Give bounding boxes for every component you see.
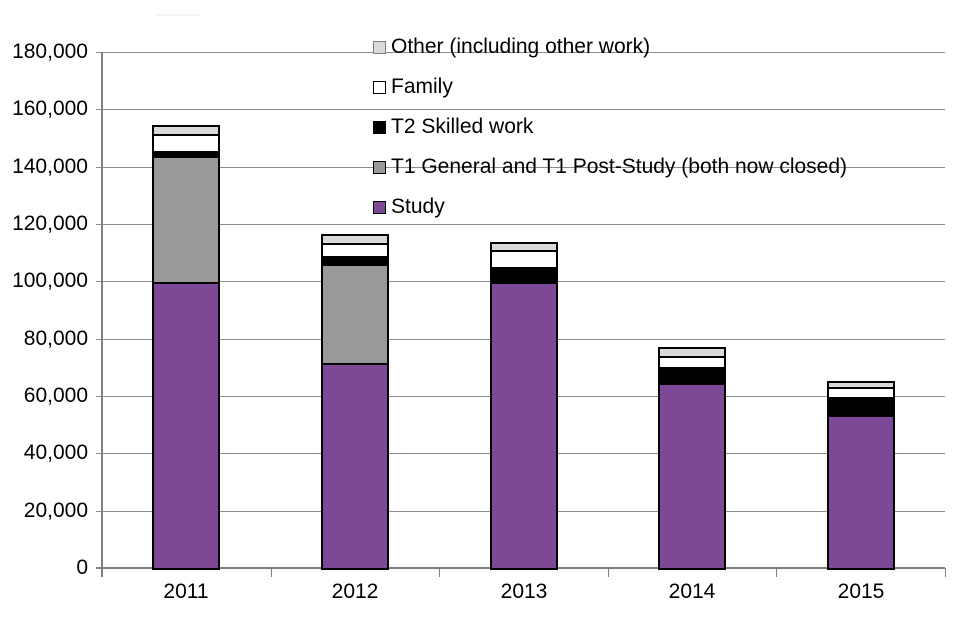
bar-segment-other-including-other-work-2012 (323, 236, 387, 245)
bar-segment-t2-skilled-work-2014 (660, 367, 724, 384)
segment-divider (492, 280, 556, 283)
bar-segment-other-including-other-work-2013 (492, 244, 556, 251)
x-axis-label-2011: 2011 (163, 580, 209, 603)
bar-segment-t1-general-and-t1-post-study-both-now-closed-2012 (323, 264, 387, 365)
y-axis-line (101, 52, 103, 577)
segment-divider (154, 156, 218, 159)
bar-segment-study-2015 (829, 416, 893, 568)
bar-segment-other-including-other-work-2014 (660, 349, 724, 357)
x-axis-tick (608, 568, 609, 577)
bar-segment-study-2013 (492, 283, 556, 568)
segment-divider (154, 150, 218, 153)
bar-2011 (152, 124, 220, 570)
legend-item-t2-skilled-work: T2 Skilled work (373, 107, 847, 147)
bar-segment-t2-skilled-work-2015 (829, 397, 893, 417)
legend-item-other-including-other-work: Other (including other work) (373, 27, 847, 67)
gridline-140000 (96, 167, 945, 168)
bar-segment-family-2013 (492, 250, 556, 269)
y-axis-tick-label-80000: 80,000 (23, 327, 88, 350)
segment-divider (154, 281, 218, 284)
x-axis-tick (439, 568, 440, 577)
bar-segment-t2-skilled-work-2012 (323, 256, 387, 265)
bar-segment-family-2015 (829, 387, 893, 398)
gridline-180000 (96, 52, 945, 53)
legend-label-family: Family (391, 75, 453, 98)
x-axis-tick (271, 568, 272, 577)
legend-label-t2-skilled-work: T2 Skilled work (391, 115, 534, 138)
y-axis-tick-label-0: 0 (76, 556, 88, 579)
segment-divider (829, 386, 893, 389)
artifact-smudge (156, 14, 200, 16)
x-axis-tick (776, 568, 777, 577)
segment-divider (829, 415, 893, 418)
y-axis-tick-label-180000: 180,000 (12, 40, 88, 63)
bar-segment-family-2011 (154, 134, 218, 152)
legend-label-t1-general-and-t1-post-study-both-now-closed: T1 General and T1 Post-Study (both now c… (391, 155, 848, 178)
y-axis-tick-label-40000: 40,000 (23, 441, 88, 464)
bar-2013 (490, 242, 558, 570)
x-axis-label-2013: 2013 (500, 580, 548, 603)
x-axis-label-2015: 2015 (837, 580, 885, 603)
bar-2015 (827, 380, 895, 570)
x-axis-label-2014: 2014 (668, 580, 716, 603)
x-axis-label-2012: 2012 (331, 580, 379, 603)
legend-swatch-other-including-other-work-icon (373, 40, 386, 54)
segment-divider (492, 249, 556, 252)
y-axis-tick-label-140000: 140,000 (12, 155, 88, 178)
bar-segment-study-2014 (660, 383, 724, 568)
chart-legend: Other (including other work) Family T2 Ski… (373, 27, 847, 227)
legend-item-study: Study (373, 187, 847, 227)
bar-2014 (658, 347, 726, 570)
segment-divider (660, 366, 724, 369)
legend-swatch-t2-skilled-work-icon (373, 120, 386, 134)
legend-swatch-study-icon (373, 200, 386, 214)
segment-divider (323, 243, 387, 246)
bar-segment-family-2014 (660, 356, 724, 368)
gridline-120000 (96, 224, 945, 225)
bar-segment-other-including-other-work-2011 (154, 126, 218, 135)
y-axis-tick-label-120000: 120,000 (12, 212, 88, 235)
bar-segment-t1-general-and-t1-post-study-both-now-closed-2011 (154, 157, 218, 283)
segment-divider (660, 382, 724, 385)
segment-divider (323, 255, 387, 258)
segment-divider (660, 355, 724, 358)
legend-label-other-including-other-work: Other (including other work) (391, 35, 651, 58)
segment-divider (154, 133, 218, 136)
bar-segment-study-2012 (323, 364, 387, 568)
legend-swatch-family-icon (373, 80, 386, 94)
legend-swatch-t1-general-and-t1-post-study-both-now-closed-icon (373, 160, 386, 174)
bar-segment-family-2012 (323, 244, 387, 257)
bar-segment-t2-skilled-work-2011 (154, 151, 218, 158)
legend-label-study: Study (391, 195, 445, 218)
y-axis-tick-label-20000: 20,000 (23, 499, 88, 522)
gridline-160000 (96, 109, 945, 110)
y-axis-tick-label-60000: 60,000 (23, 384, 88, 407)
x-axis-tick (945, 568, 946, 577)
y-axis-tick-label-160000: 160,000 (12, 97, 88, 120)
segment-divider (829, 396, 893, 399)
bar-2012 (321, 234, 389, 570)
y-axis-tick-label-100000: 100,000 (12, 269, 88, 292)
segment-divider (323, 363, 387, 366)
legend-item-family: Family (373, 67, 847, 107)
legend-item-t1-general-and-t1-post-study-both-now-closed: T1 General and T1 Post-Study (both now c… (373, 147, 847, 187)
bar-segment-other-including-other-work-2015 (829, 382, 893, 388)
segment-divider (323, 263, 387, 266)
bar-segment-study-2011 (154, 282, 218, 568)
segment-divider (492, 267, 556, 270)
bar-segment-t2-skilled-work-2013 (492, 268, 556, 282)
segment-divider (492, 282, 556, 285)
